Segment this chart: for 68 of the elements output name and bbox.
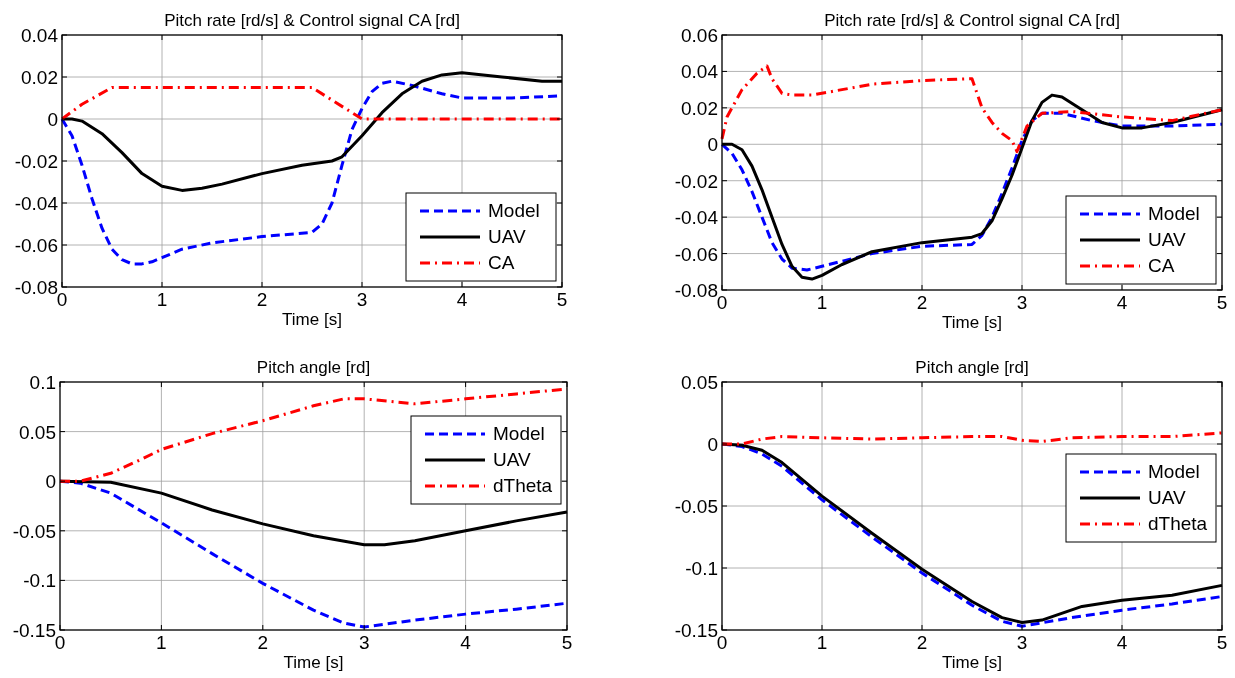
chart-title: Pitch rate [rd/s] & Control signal CA [rd] xyxy=(824,11,1120,30)
y-tick-label: -0.1 xyxy=(685,558,718,579)
y-tick-label: -0.02 xyxy=(14,151,58,172)
y-tick-label: 0 xyxy=(707,434,718,455)
y-tick-label: 0 xyxy=(47,109,58,130)
y-tick-label: 0.02 xyxy=(21,67,58,88)
x-tick-label: 3 xyxy=(356,289,368,310)
x-axis-title: Time [s] xyxy=(942,653,1002,672)
y-tick-label: 0.06 xyxy=(681,25,718,46)
x-tick-label: 3 xyxy=(1016,632,1028,653)
x-tick-label: 1 xyxy=(816,292,828,313)
y-tick-label: -0.05 xyxy=(12,520,56,542)
y-tick-label: -0.02 xyxy=(674,170,718,192)
x-axis-title: Time [s] xyxy=(282,310,342,329)
legend-label: Model xyxy=(1148,461,1200,482)
x-tick-label: 1 xyxy=(816,632,828,653)
x-tick-label: 1 xyxy=(156,289,168,310)
y-tick-label: -0.06 xyxy=(674,243,718,265)
line-series xyxy=(720,64,1224,154)
legend-label: UAV xyxy=(493,449,531,470)
y-tick-label: -0.15 xyxy=(674,620,718,641)
legend-label: CA xyxy=(1148,255,1175,276)
legend-label: UAV xyxy=(488,226,526,247)
x-tick-label: 5 xyxy=(1216,292,1228,313)
legend-label: dTheta xyxy=(1148,513,1208,534)
legend-label: dTheta xyxy=(493,475,553,496)
y-tick-label: -0.05 xyxy=(674,496,718,517)
legend-label: Model xyxy=(1148,203,1200,224)
y-tick-label: -0.15 xyxy=(12,620,56,641)
x-tick-label: 4 xyxy=(1116,632,1128,653)
y-tick-label: 0.02 xyxy=(681,97,718,119)
line-series xyxy=(720,431,1224,446)
x-tick-label: 5 xyxy=(561,632,573,653)
y-tick-label: -0.08 xyxy=(674,280,718,301)
y-tick-label: 0.05 xyxy=(681,372,718,393)
x-tick-label: 5 xyxy=(1216,632,1228,653)
x-tick-label: 1 xyxy=(156,632,167,653)
y-tick-label: 0.04 xyxy=(21,25,59,46)
x-tick-label: 2 xyxy=(916,632,928,653)
legend-label: UAV xyxy=(1148,487,1186,508)
x-tick-label: 2 xyxy=(916,292,928,313)
x-tick-label: 3 xyxy=(1016,292,1028,313)
legend-label: Model xyxy=(493,423,545,444)
legend-label: Model xyxy=(488,200,540,221)
legend-label: UAV xyxy=(1148,229,1186,250)
x-axis-title: Time [s] xyxy=(942,313,1002,332)
x-axis-title: Time [s] xyxy=(283,653,344,672)
x-tick-label: 2 xyxy=(256,289,268,310)
y-tick-label: 0.1 xyxy=(29,372,56,393)
y-tick-label: -0.1 xyxy=(23,570,56,592)
chart-title: Pitch rate [rd/s] & Control signal CA [rd] xyxy=(164,11,460,30)
x-tick-label: 4 xyxy=(460,632,472,653)
y-tick-label: -0.06 xyxy=(14,235,58,256)
y-tick-label: -0.04 xyxy=(14,193,59,214)
legend-label: CA xyxy=(488,252,515,273)
chart-title: Pitch angle [rd] xyxy=(915,358,1029,377)
y-tick-label: -0.04 xyxy=(674,207,719,229)
x-tick-label: 2 xyxy=(257,632,269,653)
y-tick-label: 0 xyxy=(707,134,718,156)
y-tick-label: -0.08 xyxy=(14,277,58,298)
y-tick-label: 0.05 xyxy=(19,421,56,443)
y-tick-label: 0.04 xyxy=(681,61,719,83)
y-tick-label: 0 xyxy=(45,471,56,493)
x-tick-label: 4 xyxy=(1116,292,1128,313)
x-tick-label: 4 xyxy=(456,289,468,310)
x-tick-label: 5 xyxy=(556,289,568,310)
x-tick-label: 3 xyxy=(358,632,370,653)
chart-title: Pitch angle [rd] xyxy=(256,358,371,377)
